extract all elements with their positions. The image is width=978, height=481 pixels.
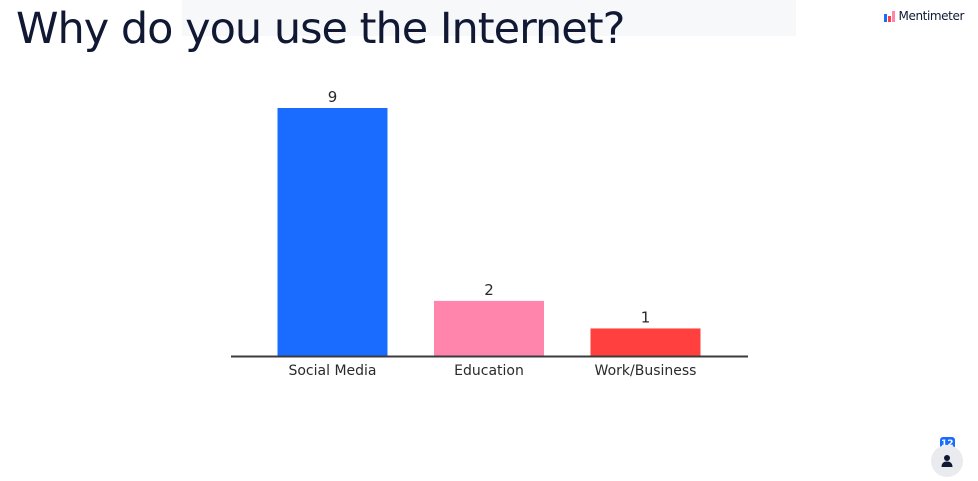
bar-work-business (590, 328, 701, 356)
bar-value-label: 9 (328, 88, 338, 106)
bar-education (434, 300, 544, 356)
bar-value-label: 2 (484, 281, 494, 299)
person-icon[interactable] (931, 445, 963, 477)
category-label: Work/Business (595, 363, 697, 379)
category-label: Education (454, 363, 524, 379)
category-label: Social Media (288, 363, 376, 379)
mentimeter-logo-icon (883, 10, 895, 22)
brand-mark: Mentimeter (883, 9, 965, 23)
question-title: Why do you use the Internet? (16, 4, 625, 54)
brand-name: Mentimeter (898, 9, 965, 23)
bar-value-label: 1 (641, 308, 651, 326)
bar-social-media (277, 108, 388, 356)
faded-banner (182, 0, 796, 36)
participants-widget[interactable]: 12 (931, 437, 963, 477)
